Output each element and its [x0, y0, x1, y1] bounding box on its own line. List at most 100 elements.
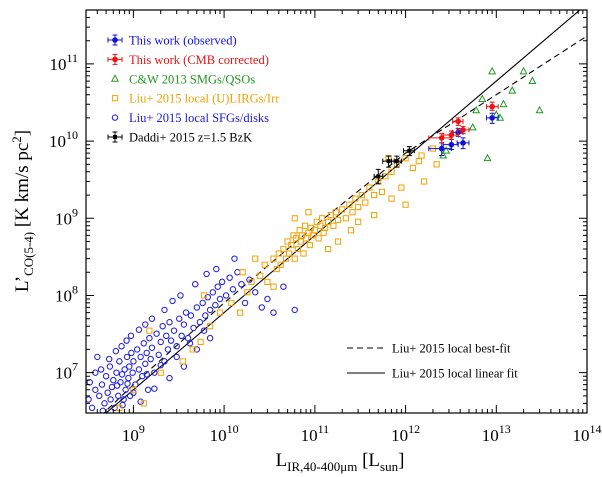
legend-marker	[112, 37, 118, 43]
data-point	[415, 158, 422, 165]
legend-item: This work (observed)	[107, 34, 237, 48]
data-point	[291, 306, 298, 314]
data-point	[148, 344, 156, 351]
data-point	[322, 224, 329, 232]
data-point	[291, 255, 298, 262]
legend-label: Daddi+ 2015 z=1.5 BzK	[129, 131, 252, 145]
legend-label: Liu+ 2015 local best-fit	[392, 342, 511, 356]
data-point	[88, 404, 96, 412]
data-point	[311, 227, 318, 234]
data-point	[489, 103, 495, 110]
data-point	[294, 245, 301, 253]
legend-marker	[112, 56, 118, 63]
legend-item: Liu+ 2015 local (U)LIRGs/Irr	[111, 92, 280, 106]
legend-item: Liu+ 2015 local linear fit	[347, 367, 518, 381]
x-tick-label: 1011	[301, 422, 330, 445]
legend-top: This work (observed) This work (CMB corre…	[107, 34, 280, 145]
data-point	[282, 255, 290, 262]
data-point	[206, 306, 214, 314]
data-point	[124, 380, 131, 387]
data-point	[273, 265, 280, 273]
legend-bottom: Liu+ 2015 local best-fit Liu+ 2015 local …	[347, 342, 518, 381]
data-point	[433, 161, 440, 168]
data-point	[108, 383, 116, 391]
data-point	[200, 292, 208, 299]
data-point	[157, 369, 164, 376]
data-point	[176, 315, 183, 322]
data-point	[297, 238, 304, 245]
series-c-w-2013-smgs-qsos	[439, 66, 544, 162]
data-point	[110, 376, 117, 384]
data-point	[202, 312, 209, 319]
x-tick-label: 1010	[210, 422, 239, 445]
data-point	[144, 386, 152, 393]
data-point	[228, 299, 235, 307]
data-point	[184, 334, 192, 342]
data-point	[112, 347, 120, 355]
data-point	[285, 250, 293, 257]
data-point	[378, 188, 386, 195]
data-point	[420, 178, 428, 185]
data-point	[355, 203, 362, 211]
data-point	[222, 292, 230, 299]
legend-item: Liu+ 2015 local best-fit	[347, 342, 511, 356]
y-tick-label: 108	[55, 282, 78, 305]
data-point	[180, 321, 188, 328]
data-point	[468, 122, 477, 131]
legend-marker	[111, 95, 119, 102]
x-tick-label: 1014	[573, 422, 602, 445]
data-point	[218, 278, 226, 286]
data-point	[203, 270, 210, 278]
data-point	[163, 332, 170, 340]
data-point	[126, 392, 134, 400]
legend-marker	[113, 135, 117, 139]
data-point	[366, 184, 373, 191]
data-point	[182, 309, 190, 316]
data-point	[535, 105, 544, 114]
data-point	[143, 349, 150, 357]
data-point	[94, 353, 101, 361]
data-point	[248, 278, 255, 285]
data-point	[193, 304, 201, 311]
series-daddi-2015-z-1-5-bzk	[373, 146, 415, 185]
data-point	[300, 250, 307, 257]
data-point	[388, 168, 395, 175]
data-point	[204, 293, 211, 301]
data-point	[173, 353, 180, 361]
data-point	[402, 201, 409, 208]
data-point	[157, 361, 164, 369]
data-point	[448, 132, 455, 138]
data-point	[164, 346, 172, 353]
data-point	[101, 400, 108, 407]
data-point	[187, 312, 195, 319]
tick-marks	[85, 9, 588, 414]
data-point	[99, 407, 107, 413]
data-point	[528, 76, 537, 84]
data-point	[334, 216, 342, 224]
tick-labels: 109 1010 1011 1012 1013 1014 107 108 109 1010 1011	[49, 51, 602, 445]
data-point	[244, 289, 251, 296]
data-point	[140, 340, 147, 347]
data-point	[296, 227, 303, 234]
data-point	[140, 400, 147, 407]
data-point	[407, 148, 412, 153]
data-point	[98, 381, 106, 388]
data-point	[148, 315, 156, 322]
data-point	[339, 206, 346, 213]
data-point	[190, 324, 197, 332]
legend-label: C&W 2013 SMGs/QSOs	[129, 72, 255, 86]
data-point	[107, 396, 114, 403]
data-point	[142, 321, 149, 328]
data-point	[386, 159, 391, 164]
data-point	[157, 338, 164, 346]
data-point	[127, 332, 135, 340]
legend-item: C&W 2013 SMGs/QSOs	[110, 72, 255, 86]
data-point	[489, 115, 495, 121]
data-point	[264, 295, 271, 303]
data-point	[212, 301, 219, 309]
data-point	[438, 145, 445, 152]
legend-label: This work (CMB corrected)	[129, 53, 269, 67]
data-point	[402, 155, 409, 162]
data-point	[418, 152, 425, 159]
